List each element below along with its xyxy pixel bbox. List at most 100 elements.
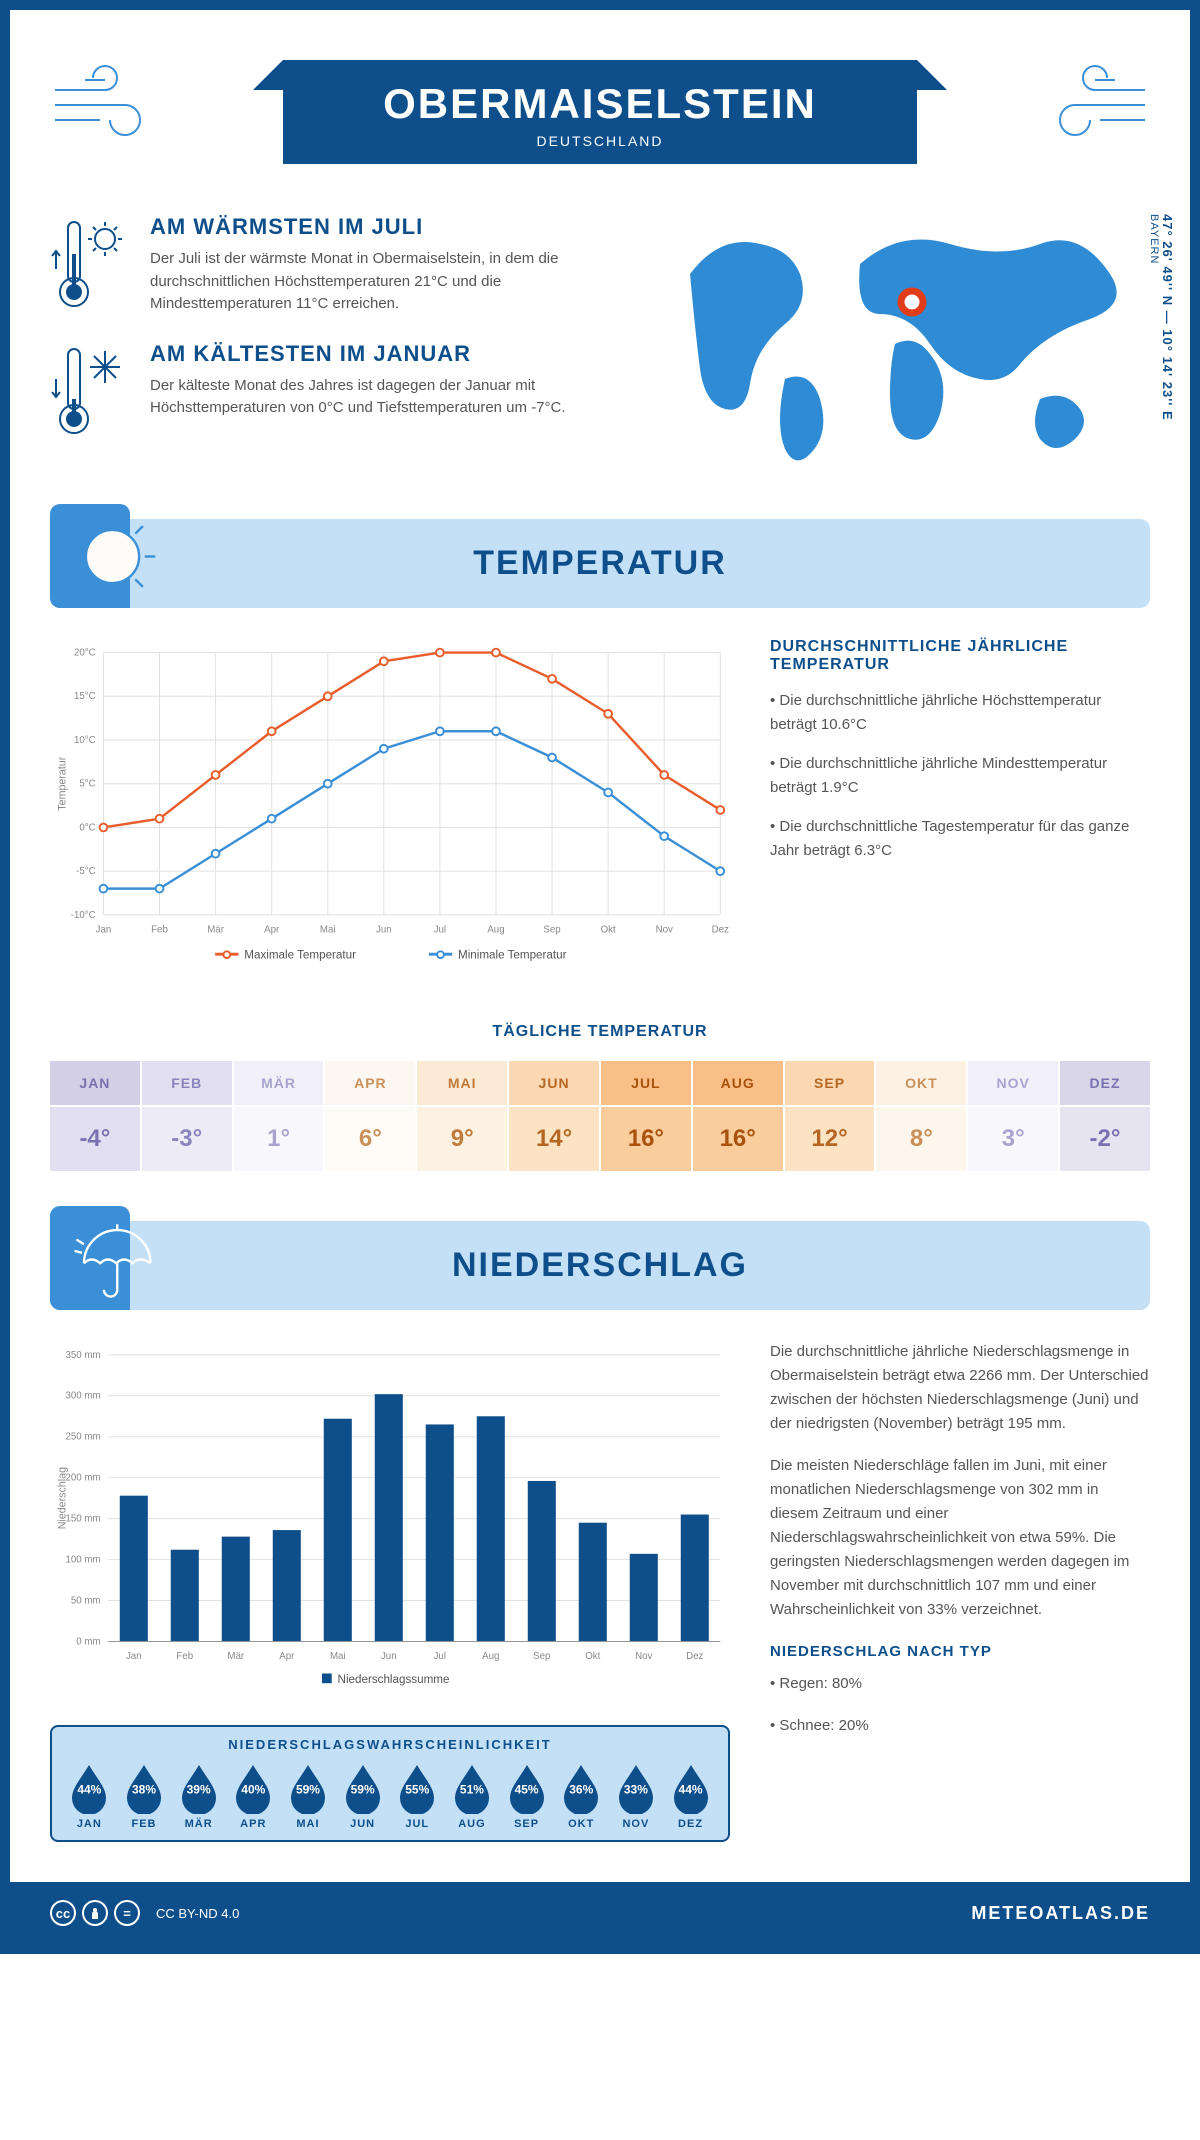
precipitation-title: NIEDERSCHLAG: [50, 1246, 1150, 1285]
probability-drop: 45% SEP: [506, 1762, 548, 1830]
probability-drop: 44% JAN: [68, 1762, 110, 1830]
svg-text:Dez: Dez: [712, 924, 729, 935]
page-title: OBERMAISELSTEIN: [383, 80, 817, 128]
footer-brand: METEOATLAS.DE: [971, 1903, 1150, 1924]
warmest-text: Der Juli ist der wärmste Monat in Oberma…: [150, 248, 640, 316]
svg-text:20°C: 20°C: [74, 647, 96, 658]
coldest-block: AM KÄLTESTEN IM JANUAR Der kälteste Mona…: [50, 341, 640, 441]
daily-col: MAI 9°: [417, 1061, 509, 1171]
daily-col: SEP 12°: [785, 1061, 877, 1171]
probability-drop: 51% AUG: [451, 1762, 493, 1830]
svg-text:Sep: Sep: [533, 1651, 550, 1662]
precip-para-1: Die durchschnittliche jährliche Niedersc…: [770, 1340, 1150, 1436]
svg-text:Aug: Aug: [482, 1651, 499, 1662]
daily-temp-table: JAN -4° FEB -3° MÄR 1° APR 6° MAI 9° JUN…: [50, 1061, 1150, 1171]
license-text: CC BY-ND 4.0: [156, 1906, 239, 1921]
temp-bullet-3: • Die durchschnittliche Tagestemperatur …: [770, 815, 1150, 863]
probability-drop: 59% JUN: [342, 1762, 384, 1830]
probability-drop: 59% MAI: [287, 1762, 329, 1830]
intro-section: AM WÄRMSTEN IM JULI Der Juli ist der wär…: [50, 194, 1150, 519]
temperature-section-header: TEMPERATUR: [50, 519, 1150, 608]
svg-text:200 mm: 200 mm: [65, 1473, 100, 1484]
probability-drop: 38% FEB: [123, 1762, 165, 1830]
svg-text:15°C: 15°C: [74, 691, 96, 702]
svg-text:Feb: Feb: [176, 1651, 193, 1662]
svg-text:Okt: Okt: [585, 1651, 600, 1662]
region-label: BAYERN: [1148, 214, 1160, 264]
temperature-title: TEMPERATUR: [50, 544, 1150, 583]
svg-text:Nov: Nov: [635, 1651, 652, 1662]
svg-text:0°C: 0°C: [79, 822, 95, 833]
temp-bullet-2: • Die durchschnittliche jährliche Mindes…: [770, 752, 1150, 800]
precip-type-1: • Regen: 80%: [770, 1672, 1150, 1696]
svg-text:100 mm: 100 mm: [65, 1554, 100, 1565]
probability-drop: 44% DEZ: [670, 1762, 712, 1830]
daily-col: JUL 16°: [601, 1061, 693, 1171]
umbrella-icon: [65, 1211, 160, 1306]
probability-drop: 39% MÄR: [178, 1762, 220, 1830]
svg-text:Jun: Jun: [376, 924, 392, 935]
daily-col: DEZ -2°: [1060, 1061, 1150, 1171]
svg-text:Maximale Temperatur: Maximale Temperatur: [244, 949, 356, 962]
coldest-text: Der kälteste Monat des Jahres ist dagege…: [150, 375, 640, 420]
probability-drop: 33% NOV: [615, 1762, 657, 1830]
daily-col: NOV 3°: [968, 1061, 1060, 1171]
title-banner: OBERMAISELSTEIN DEUTSCHLAND: [283, 60, 917, 164]
svg-text:Apr: Apr: [279, 1651, 295, 1662]
wind-icon-left: [50, 65, 170, 145]
coldest-heading: AM KÄLTESTEN IM JANUAR: [150, 341, 640, 367]
precipitation-text: Die durchschnittliche jährliche Niedersc…: [770, 1340, 1150, 1842]
temp-stats-heading: DURCHSCHNITTLICHE JÄHRLICHE TEMPERATUR: [770, 638, 1150, 674]
svg-text:Sep: Sep: [543, 924, 560, 935]
daily-col: JUN 14°: [509, 1061, 601, 1171]
daily-col: JAN -4°: [50, 1061, 142, 1171]
sun-icon: [65, 509, 160, 604]
temperature-stats: DURCHSCHNITTLICHE JÄHRLICHE TEMPERATUR •…: [770, 638, 1150, 983]
header: OBERMAISELSTEIN DEUTSCHLAND: [50, 40, 1150, 194]
svg-text:50 mm: 50 mm: [71, 1595, 101, 1606]
temperature-line-chart: -10°C-5°C0°C5°C10°C15°C20°CJanFebMärAprM…: [50, 638, 730, 983]
svg-text:Niederschlag: Niederschlag: [57, 1467, 69, 1529]
precip-type-heading: NIEDERSCHLAG NACH TYP: [770, 1640, 1150, 1664]
svg-text:Niederschlagssumme: Niederschlagssumme: [338, 1673, 450, 1686]
svg-text:Mai: Mai: [330, 1651, 346, 1662]
map-block: BAYERN 47° 26' 49'' N — 10° 14' 23'' E: [670, 214, 1150, 479]
warmest-block: AM WÄRMSTEN IM JULI Der Juli ist der wär…: [50, 214, 640, 316]
svg-text:Jun: Jun: [381, 1651, 397, 1662]
warmest-heading: AM WÄRMSTEN IM JULI: [150, 214, 640, 240]
thermometer-cold-icon: [50, 341, 130, 441]
nd-icon: =: [114, 1900, 140, 1926]
daily-col: AUG 16°: [693, 1061, 785, 1171]
daily-col: OKT 8°: [876, 1061, 968, 1171]
svg-text:Aug: Aug: [487, 924, 504, 935]
svg-text:Minimale Temperatur: Minimale Temperatur: [458, 949, 567, 962]
temp-bullet-1: • Die durchschnittliche jährliche Höchst…: [770, 689, 1150, 737]
by-icon: [82, 1900, 108, 1926]
precipitation-bar-chart: 0 mm50 mm100 mm150 mm200 mm250 mm300 mm3…: [50, 1340, 730, 1705]
svg-text:Dez: Dez: [686, 1651, 703, 1662]
svg-text:-10°C: -10°C: [71, 910, 96, 921]
probability-drop: 55% JUL: [396, 1762, 438, 1830]
svg-text:Temperatur: Temperatur: [57, 756, 69, 810]
precipitation-probability-box: NIEDERSCHLAGSWAHRSCHEINLICHKEIT 44% JAN …: [50, 1725, 730, 1842]
svg-text:250 mm: 250 mm: [65, 1432, 100, 1443]
wind-icon-right: [1030, 65, 1150, 145]
precip-para-2: Die meisten Niederschläge fallen im Juni…: [770, 1454, 1150, 1622]
svg-text:-5°C: -5°C: [76, 866, 96, 877]
svg-text:0 mm: 0 mm: [76, 1636, 100, 1647]
precipitation-section-header: NIEDERSCHLAG: [50, 1221, 1150, 1310]
svg-text:10°C: 10°C: [74, 735, 96, 746]
svg-text:Nov: Nov: [656, 924, 673, 935]
svg-text:Apr: Apr: [264, 924, 280, 935]
license-block: cc = CC BY-ND 4.0: [50, 1900, 239, 1926]
svg-text:Jul: Jul: [434, 1651, 446, 1662]
svg-text:Mär: Mär: [207, 924, 224, 935]
daily-temp-heading: TÄGLICHE TEMPERATUR: [50, 1023, 1150, 1041]
svg-text:Feb: Feb: [151, 924, 168, 935]
svg-text:Mär: Mär: [227, 1651, 244, 1662]
page-subtitle: DEUTSCHLAND: [383, 133, 817, 149]
svg-text:150 mm: 150 mm: [65, 1514, 100, 1525]
svg-text:Jan: Jan: [126, 1651, 142, 1662]
svg-text:Jan: Jan: [96, 924, 112, 935]
precip-type-2: • Schnee: 20%: [770, 1714, 1150, 1738]
